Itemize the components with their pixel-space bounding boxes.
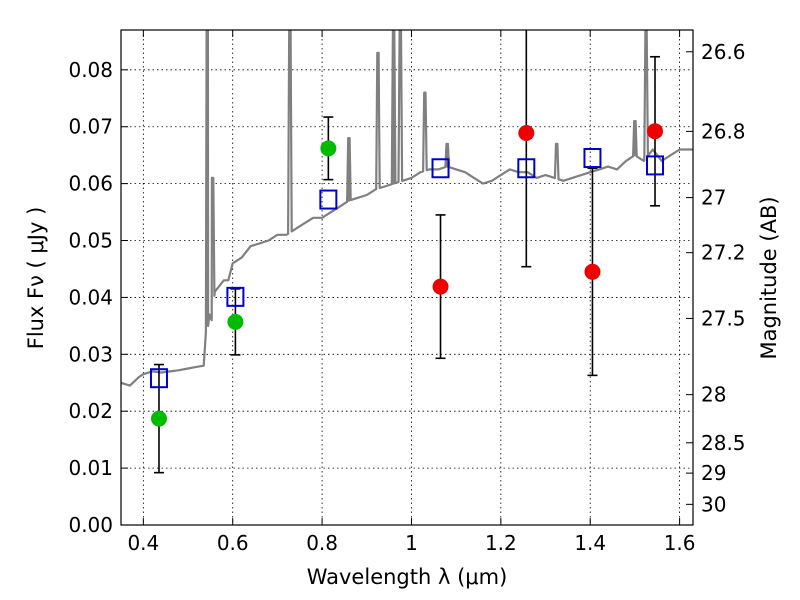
x-tick-label: 1.6 — [664, 531, 696, 555]
x-tick-label: 1.2 — [485, 531, 517, 555]
x-tick-label: 1.4 — [574, 531, 606, 555]
y2-tick-labels: 26.6 26.8 27 27.2 27.5 28 28.5 29 30 — [701, 40, 746, 517]
y2-tick-label: 30 — [701, 492, 726, 516]
y2-tick-label: 27.2 — [701, 241, 746, 265]
data-point-square — [583, 148, 602, 169]
y2-tick-label: 28.5 — [701, 431, 746, 455]
data-point-square — [517, 158, 536, 179]
y-tick-labels: 0.00 0.01 0.02 0.03 0.04 0.05 0.06 0.07 0.08 — [68, 58, 113, 537]
data-point-square — [226, 286, 245, 307]
data-point-circle — [227, 313, 244, 330]
data-point-circle — [584, 263, 601, 280]
y-tick-label: 0.00 — [68, 513, 113, 537]
y2-tick-label: 28 — [701, 383, 726, 407]
data-point-circle — [647, 123, 664, 140]
data-point-circle — [518, 124, 535, 141]
x-axis-label: Wavelength λ (μm) — [307, 565, 508, 589]
data-point-circle — [432, 278, 449, 295]
data-point-square — [149, 368, 168, 389]
model-spectrum-line — [121, 30, 693, 387]
x-tick-label: 0.6 — [217, 531, 249, 555]
data-markers — [149, 123, 665, 427]
y2-tick-label: 27.5 — [701, 306, 746, 330]
y-tick-label: 0.06 — [68, 172, 113, 196]
x-tick-label: 1 — [405, 531, 418, 555]
x-tick-label: 0.4 — [127, 531, 159, 555]
y2-tick-label: 27 — [701, 186, 726, 210]
grid — [121, 30, 693, 525]
axis-ticks — [121, 30, 693, 526]
data-point-square — [646, 155, 665, 176]
y2-tick-label: 29 — [701, 461, 726, 485]
data-point-square — [431, 158, 450, 179]
y-tick-label: 0.02 — [68, 399, 113, 423]
data-point-circle — [320, 140, 337, 157]
y-tick-label: 0.08 — [68, 58, 113, 82]
y-axis-label: Flux Fν ( μJy ) — [24, 207, 48, 350]
y-tick-label: 0.01 — [68, 456, 113, 480]
y-tick-label: 0.03 — [68, 342, 113, 366]
y2-tick-label: 26.8 — [701, 119, 746, 143]
plot-frame — [120, 29, 694, 526]
x-tick-labels: 0.4 0.6 0.8 1 1.2 1.4 1.6 — [127, 531, 695, 555]
y-tick-label: 0.07 — [68, 115, 113, 139]
y-tick-label: 0.05 — [68, 229, 113, 253]
data-point-square — [319, 189, 338, 210]
y-tick-label: 0.04 — [68, 285, 113, 309]
x-tick-label: 0.8 — [306, 531, 338, 555]
y2-tick-label: 26.6 — [701, 40, 746, 64]
y2-axis-label: Magnitude (AB) — [757, 196, 781, 359]
model-spectrum — [121, 30, 693, 387]
data-point-circle — [150, 410, 167, 427]
